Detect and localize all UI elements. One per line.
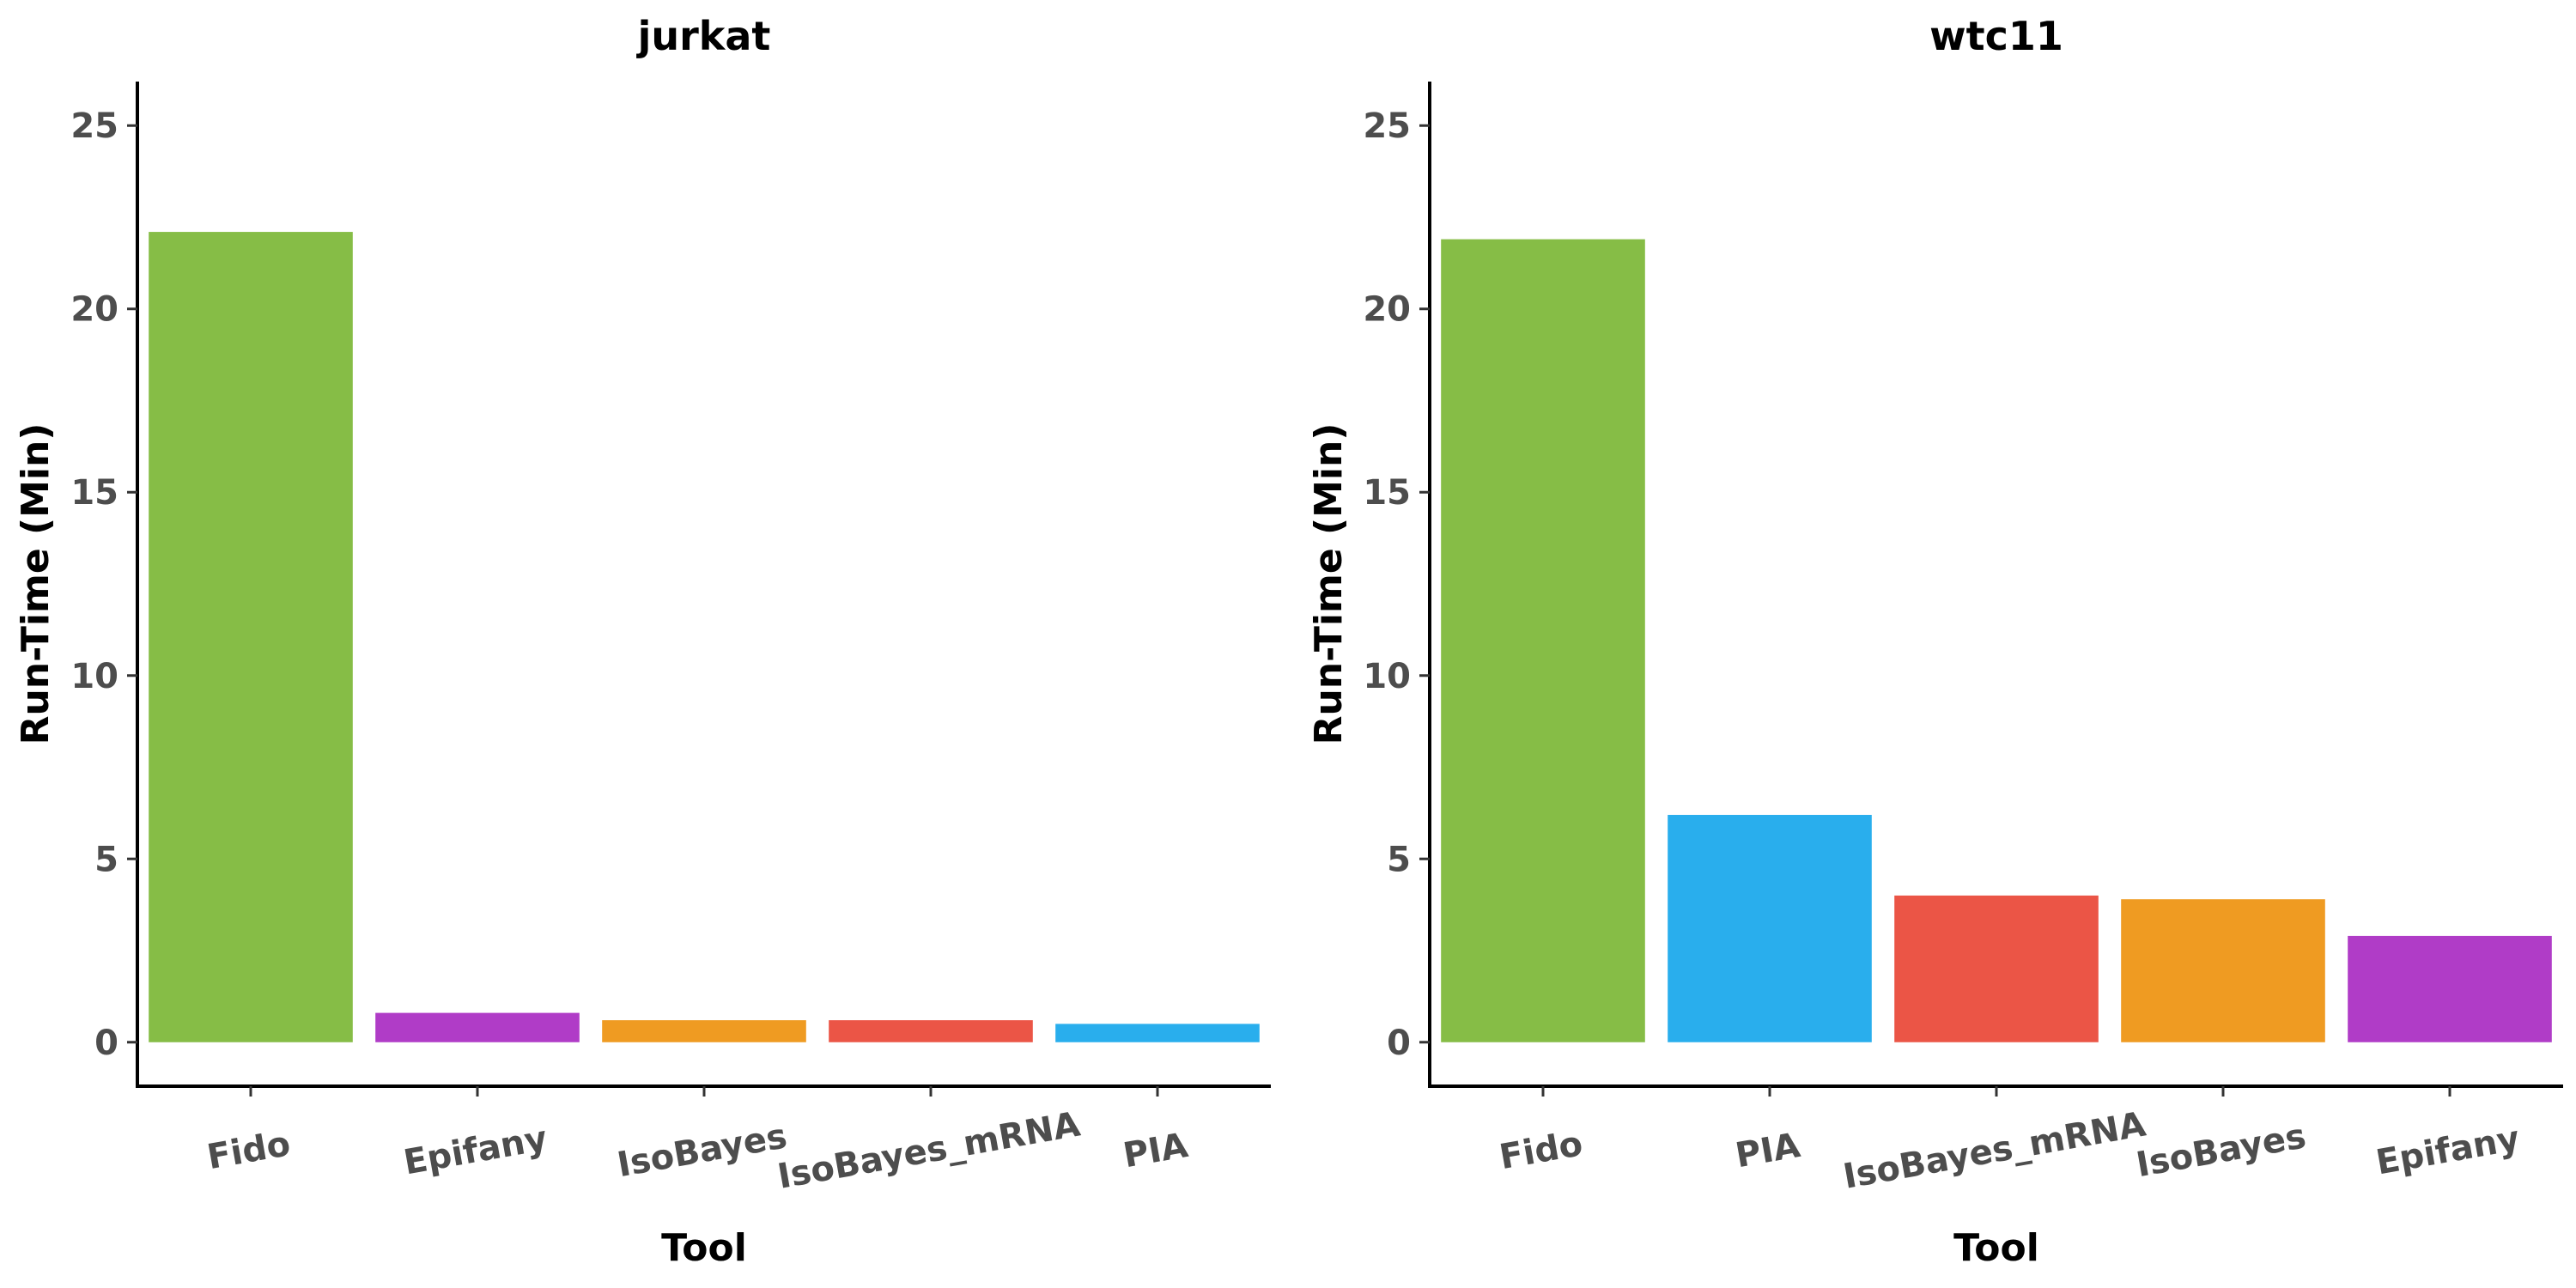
x-tick-label-isobayes-mrna: IsoBayes_mRNA (775, 1105, 1083, 1197)
y-tick-label: 10 (70, 657, 118, 696)
y-tick-label: 20 (70, 290, 118, 330)
x-axis-title: Tool (661, 1226, 747, 1270)
y-axis-title: Run-Time (Min) (14, 423, 58, 745)
y-tick-label: 15 (70, 473, 118, 513)
bar-isobayes-mrna (829, 1020, 1033, 1042)
chart-panel-jurkat: jurkat 0 5 10 15 20 25 Fido Epifany IsoBayesIsoBa… (14, 13, 1271, 1270)
x-tick-label-fido: Fido (1497, 1124, 1586, 1177)
y-axis-title: Run-Time (Min) (1307, 423, 1351, 745)
x-tick-label-isobayes: IsoBayes (615, 1116, 790, 1185)
x-tick-label-pia: PIA (1121, 1126, 1191, 1176)
bar-fido (149, 232, 353, 1042)
y-tick-label: 20 (1363, 290, 1411, 330)
y-tick-label: 0 (1387, 1024, 1411, 1063)
y-tick-label: 0 (94, 1024, 118, 1063)
y-tick-label: 25 (1363, 106, 1411, 146)
x-tick-label-epifany: Epifany (401, 1119, 550, 1183)
x-tick-label-pia: PIA (1733, 1126, 1803, 1176)
y-tick-label: 5 (94, 840, 118, 879)
bar-isobayes (602, 1020, 806, 1042)
bar-epifany (2348, 935, 2552, 1042)
x-tick-label-epifany: Epifany (2373, 1119, 2523, 1183)
bar-pia (1668, 815, 1872, 1042)
x-tick-label-isobayes: IsoBayes (2134, 1116, 2309, 1185)
bar-isobayes (2121, 899, 2325, 1042)
y-tick-label: 10 (1363, 657, 1411, 696)
x-axis-title: Tool (1953, 1226, 2039, 1270)
y-tick-label: 15 (1363, 473, 1411, 513)
x-tick-label-fido: Fido (204, 1124, 294, 1177)
y-tick-label: 25 (70, 106, 118, 146)
y-tick-label: 5 (1387, 840, 1411, 879)
bar-fido (1441, 239, 1645, 1042)
panel-title: wtc11 (1929, 13, 2063, 59)
chart-panel-wtc11: wtc11 0 5 10 15 20 25 Fido PIA IsoBayes_mRNAIsoBa… (1307, 13, 2563, 1270)
panel-title: jurkat (636, 13, 771, 59)
bar-pia (1055, 1024, 1260, 1042)
bar-isobayes-mrna (1894, 895, 2099, 1042)
x-tick-label-isobayes-mrna: IsoBayes_mRNA (1840, 1105, 2148, 1197)
bar-epifany (375, 1012, 580, 1042)
